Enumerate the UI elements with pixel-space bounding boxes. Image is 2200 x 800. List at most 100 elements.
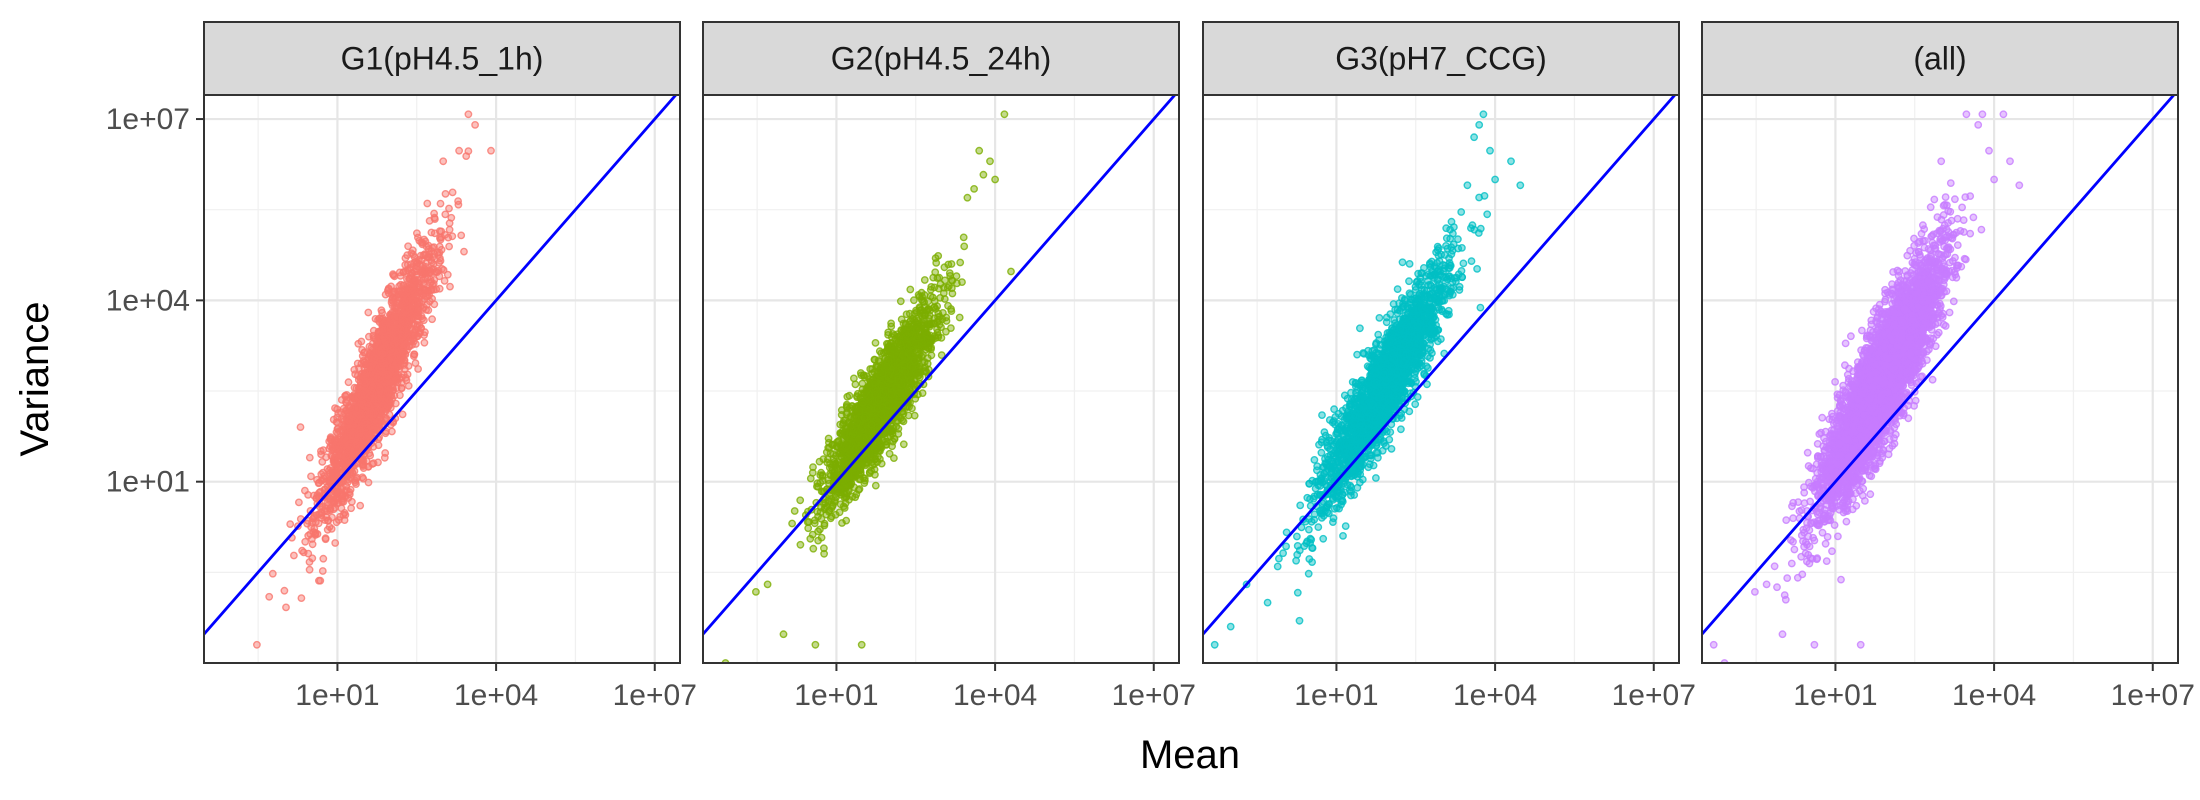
data-point bbox=[921, 366, 930, 375]
data-point bbox=[316, 576, 325, 585]
data-point bbox=[908, 404, 916, 413]
data-point bbox=[415, 260, 424, 268]
data-point bbox=[464, 110, 473, 119]
data-point bbox=[311, 518, 320, 526]
data-point bbox=[305, 565, 314, 574]
data-point bbox=[1273, 562, 1282, 571]
data-point bbox=[340, 509, 349, 517]
data-point bbox=[887, 319, 895, 328]
data-point bbox=[368, 383, 377, 392]
data-point bbox=[840, 429, 849, 437]
data-point bbox=[399, 298, 408, 307]
data-point bbox=[360, 418, 369, 427]
data-point bbox=[413, 233, 422, 242]
data-point bbox=[402, 325, 411, 334]
data-point bbox=[1293, 588, 1302, 597]
data-point bbox=[871, 390, 880, 399]
data-point bbox=[911, 349, 920, 358]
data-point bbox=[358, 352, 367, 360]
data-point bbox=[304, 549, 313, 558]
data-point bbox=[384, 289, 393, 297]
data-point bbox=[867, 420, 876, 429]
data-point bbox=[796, 540, 805, 549]
plot-background bbox=[1203, 95, 1679, 663]
data-point bbox=[448, 188, 457, 197]
data-point bbox=[947, 260, 956, 268]
data-point bbox=[986, 157, 994, 166]
data-point bbox=[877, 410, 886, 419]
data-point bbox=[252, 640, 261, 649]
data-point bbox=[857, 423, 866, 432]
data-point bbox=[924, 305, 932, 314]
data-point bbox=[319, 554, 328, 563]
data-point bbox=[867, 454, 876, 463]
data-point bbox=[359, 474, 368, 483]
data-point bbox=[899, 409, 908, 418]
data-point bbox=[307, 472, 315, 481]
data-point bbox=[1007, 267, 1015, 276]
data-point bbox=[425, 268, 434, 277]
data-point bbox=[394, 287, 403, 296]
data-point bbox=[372, 337, 381, 346]
identity-reference-line bbox=[204, 95, 678, 637]
data-point bbox=[846, 413, 855, 422]
data-point bbox=[373, 374, 381, 383]
data-point bbox=[298, 546, 306, 555]
data-point bbox=[407, 249, 416, 258]
data-point bbox=[378, 350, 387, 358]
data-point bbox=[419, 266, 428, 275]
data-point bbox=[301, 537, 310, 546]
data-point bbox=[796, 496, 805, 505]
data-point bbox=[942, 317, 951, 325]
data-point bbox=[325, 494, 334, 503]
data-point bbox=[855, 407, 864, 416]
data-point bbox=[444, 233, 453, 242]
data-point bbox=[429, 260, 438, 268]
data-point bbox=[425, 297, 434, 306]
data-point bbox=[1397, 425, 1405, 434]
data-point bbox=[845, 391, 854, 400]
data-point bbox=[296, 423, 305, 431]
data-point bbox=[913, 369, 921, 378]
data-point bbox=[926, 331, 935, 340]
data-point bbox=[382, 405, 391, 414]
data-point bbox=[443, 270, 452, 279]
data-point bbox=[340, 457, 348, 466]
facet-strip-title: G2(pH4.5_24h) bbox=[831, 41, 1052, 77]
data-point bbox=[875, 446, 884, 455]
data-point bbox=[360, 378, 369, 387]
data-point bbox=[853, 393, 861, 402]
data-point bbox=[848, 492, 857, 501]
data-point bbox=[963, 193, 972, 202]
data-point bbox=[890, 454, 898, 462]
facet-strip-title: G1(pH4.5_1h) bbox=[341, 41, 544, 77]
data-point bbox=[930, 314, 939, 323]
data-point bbox=[942, 327, 950, 336]
data-point bbox=[445, 219, 454, 228]
data-point bbox=[975, 146, 984, 155]
data-point bbox=[374, 328, 383, 336]
data-point bbox=[839, 502, 848, 511]
data-point bbox=[398, 410, 407, 419]
data-point bbox=[460, 247, 468, 256]
data-point bbox=[437, 245, 446, 254]
data-point bbox=[408, 285, 417, 294]
data-point bbox=[471, 121, 479, 129]
data-point bbox=[884, 343, 892, 352]
data-point bbox=[956, 258, 965, 267]
data-point bbox=[346, 470, 355, 479]
data-point bbox=[418, 297, 427, 306]
panel-border bbox=[203, 94, 681, 664]
data-point bbox=[441, 189, 450, 198]
data-point bbox=[904, 322, 913, 331]
data-point bbox=[326, 434, 335, 443]
data-point bbox=[352, 445, 361, 454]
data-point bbox=[937, 333, 946, 342]
data-point bbox=[368, 427, 377, 436]
data-point bbox=[344, 378, 353, 387]
data-point bbox=[414, 365, 422, 373]
data-point bbox=[952, 272, 961, 280]
data-point bbox=[1459, 259, 1468, 268]
data-point bbox=[851, 380, 860, 389]
